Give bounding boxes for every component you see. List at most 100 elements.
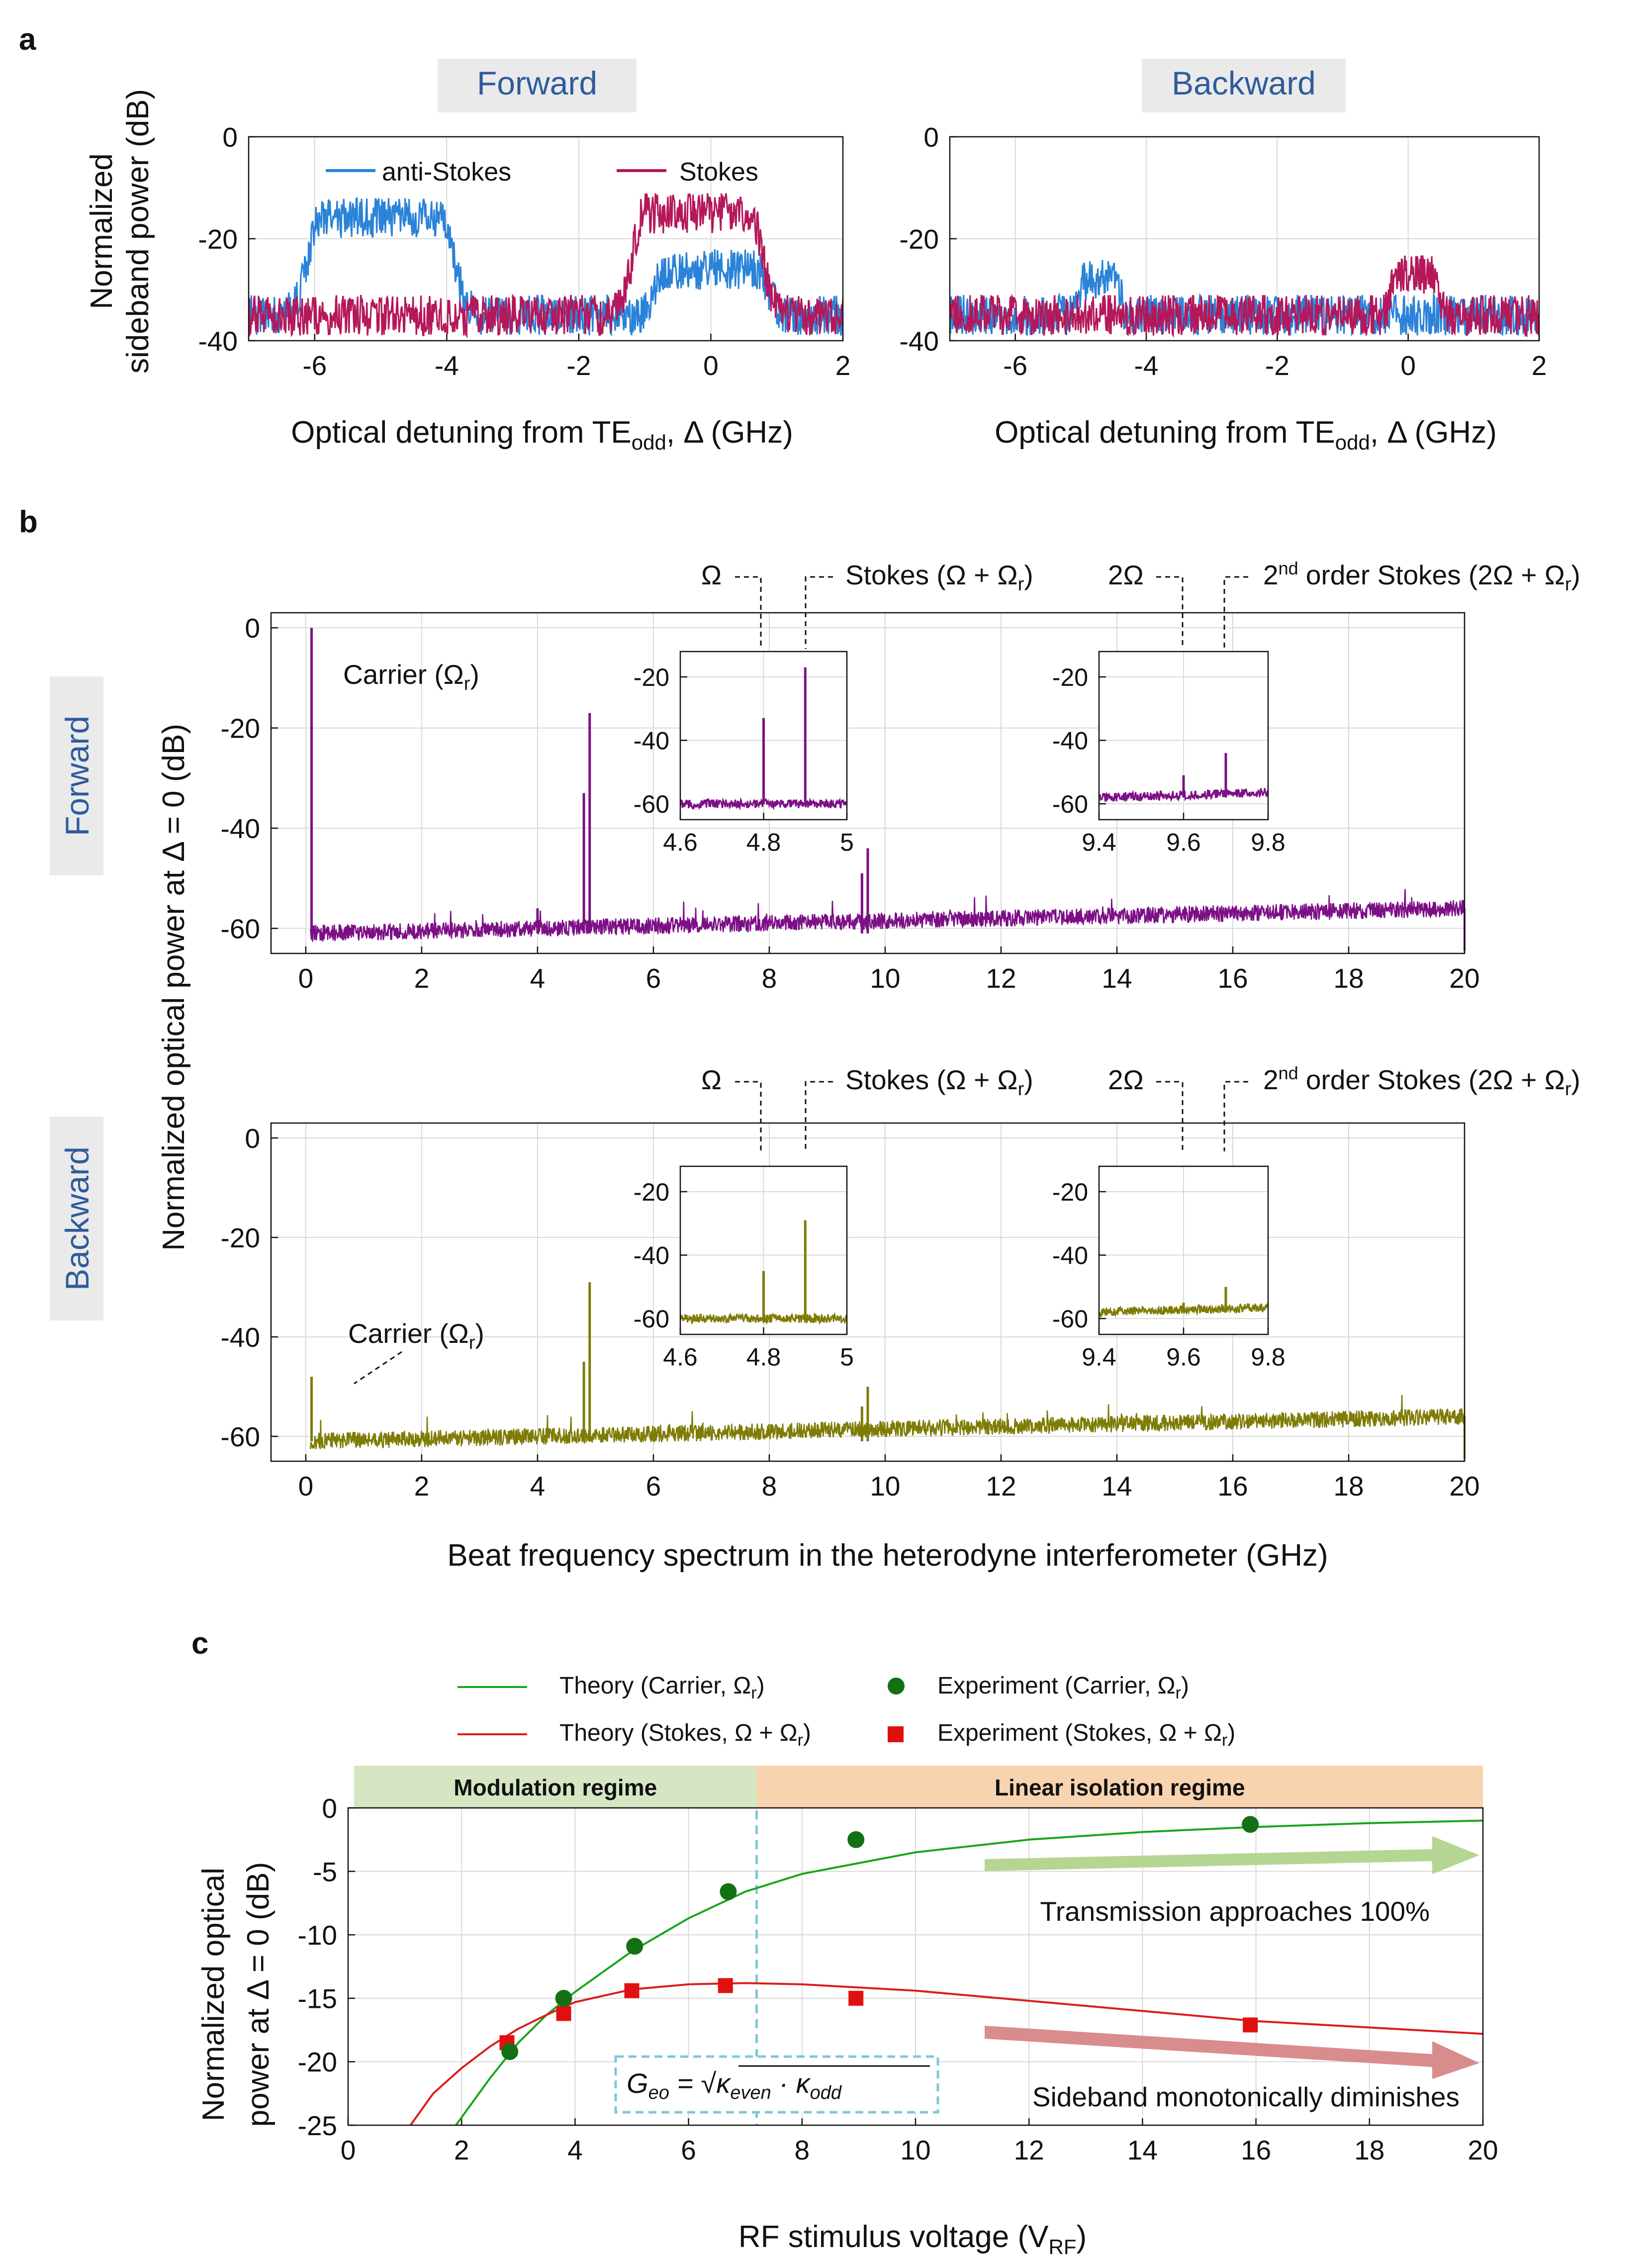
y-tick-label: -40: [634, 1242, 669, 1270]
x-tick-label: 10: [870, 1471, 900, 1502]
y-tick-label: -40: [1052, 1242, 1088, 1270]
axes-frame: [270, 1122, 1466, 1462]
regime-modulation-label: Modulation regime: [454, 1775, 657, 1800]
y-tick-label: -20: [221, 1223, 261, 1253]
regime-linear-label: Linear isolation regime: [995, 1775, 1245, 1800]
y-tick-label: 0: [923, 122, 939, 153]
trace-stokes: [249, 193, 843, 339]
panel-a-letter: a: [19, 22, 36, 57]
x-tick-label: 9.8: [1251, 1343, 1285, 1371]
backward-stokes-label: Stokes (Ω + Ωr): [845, 1064, 1033, 1100]
y-tick-label: -60: [1052, 1305, 1088, 1333]
exp-carrier-point: [720, 1883, 737, 1900]
axes-frame: [949, 136, 1540, 342]
panel-a-backward-xlabel: Optical detuning from TEodd, Δ (GHz): [995, 415, 1497, 454]
panel-a-forward-xlabel: Optical detuning from TEodd, Δ (GHz): [291, 415, 793, 454]
inset-trace: [680, 1312, 847, 1325]
x-tick-label: 12: [986, 1471, 1016, 1502]
legend-theory-stokes-label: Theory (Stokes, Ω + Ωr): [559, 1720, 811, 1750]
axes-frame: [270, 612, 1466, 954]
x-tick-label: 9.8: [1251, 829, 1285, 856]
x-tick-label: -4: [1134, 350, 1159, 381]
y-tick-label: -20: [298, 2047, 338, 2077]
y-tick-label: -40: [221, 813, 261, 844]
y-tick-label: -20: [634, 663, 669, 691]
backward-stokes-leader: [805, 1081, 833, 1151]
panel-b-forward-tag: Forward: [50, 676, 103, 875]
forward-2omega-label: 2Ω: [1108, 560, 1144, 590]
x-tick-label: 5: [840, 1343, 854, 1371]
x-tick-label: 5: [840, 829, 854, 856]
panel-b-backward-plot: 0 2 4 6 8 10 12 14 16 18 20 0 -20 -40 -60 4.6 4.8 5 -20 -40…: [221, 1122, 1480, 1502]
panel-a-forward-tag: Forward: [438, 59, 637, 112]
panel-b-backward-annotations: Ω Stokes (Ω + Ωr) 2Ω 2nd order Stokes (2…: [348, 1063, 1580, 1385]
exp-carrier-point: [555, 1989, 572, 2007]
x-tick-label: 20: [1468, 2135, 1498, 2165]
panel-b-xlabel: Beat frequency spectrum in the heterodyn…: [447, 1538, 1328, 1573]
y-tick-label: 0: [222, 122, 238, 153]
panel-b-backward-tag-text: Backward: [59, 1146, 95, 1291]
spectrum-trace: [309, 889, 1465, 942]
exp-stokes-point: [624, 1983, 640, 1998]
x-tick-label: 16: [1217, 963, 1248, 994]
x-tick-label: 4: [530, 1471, 546, 1502]
backward-2omega-leader: [1156, 1081, 1184, 1151]
x-tick-label: 16: [1241, 2135, 1271, 2165]
y-tick-label: -40: [900, 326, 939, 357]
y-tick-label: -20: [198, 224, 238, 255]
y-tick-label: -10: [298, 1920, 338, 1951]
exp-carrier-point: [847, 1831, 865, 1848]
forward-stokes-leader: [805, 576, 833, 649]
x-tick-label: 12: [1014, 2135, 1044, 2165]
x-tick-label: 9.4: [1082, 829, 1116, 856]
panel-b-forward-tag-text: Forward: [59, 716, 95, 836]
exp-stokes-point: [1243, 2017, 1258, 2033]
panel-c-xlabel: RF stimulus voltage (VRF): [738, 2220, 1087, 2259]
x-tick-label: 9.6: [1166, 829, 1201, 856]
x-tick-label: 6: [681, 2135, 696, 2165]
x-tick-label: 0: [703, 350, 719, 381]
backward-omega-leader: [735, 1081, 762, 1151]
x-tick-label: 20: [1449, 963, 1479, 994]
x-tick-label: 14: [1101, 1471, 1132, 1502]
y-tick-label: -20: [221, 713, 261, 744]
y-tick-label: -25: [298, 2110, 338, 2141]
x-tick-label: 10: [870, 963, 900, 994]
backward-carrier-label: Carrier (Ωr): [348, 1318, 484, 1353]
panel-a-legend: anti-Stokes Stokes: [326, 158, 758, 187]
theory-carrier-curve: [455, 1819, 1483, 2125]
panel-b-backward-tag: Backward: [50, 1117, 103, 1320]
x-tick-label: -2: [1265, 350, 1289, 381]
forward-carrier-label: Carrier (Ωr): [343, 659, 479, 694]
y-tick-label: 0: [245, 613, 260, 644]
x-tick-label: 6: [646, 1471, 661, 1502]
y-tick-label: -60: [1052, 790, 1088, 818]
y-tick-label: 0: [245, 1123, 260, 1154]
inset-plot: 9.4 9.6 9.8 -20 -40 -60: [1052, 1165, 1285, 1371]
panel-a-backward-plot: -6 -4 -2 0 20-20-40: [900, 122, 1547, 381]
trace-stokes: [950, 255, 1539, 338]
arrow-lower: [985, 2026, 1479, 2079]
legend-stokes-label: Stokes: [679, 158, 758, 187]
backward-second-order-label: 2nd order Stokes (2Ω + Ωr): [1263, 1063, 1580, 1100]
y-tick-label: -40: [221, 1322, 261, 1353]
x-tick-label: 4: [530, 963, 546, 994]
forward-omega-label: Ω: [701, 560, 722, 590]
legend-anti-stokes-label: anti-Stokes: [382, 158, 511, 187]
y-tick-label: -20: [1052, 663, 1088, 691]
trend-arrows: [985, 1836, 1479, 2079]
x-tick-label: 4.6: [663, 1343, 698, 1371]
panel-a-forward-tag-text: Forward: [477, 65, 597, 101]
x-tick-label: 8: [762, 1471, 777, 1502]
backward-omega-label: Ω: [701, 1064, 722, 1095]
x-tick-label: 4.8: [746, 1343, 781, 1371]
forward-stokes-label: Stokes (Ω + Ωr): [845, 560, 1033, 595]
inset-plot: 4.6 4.8 5 -20 -40 -60: [634, 651, 854, 856]
x-tick-label: 2: [1532, 350, 1547, 381]
x-tick-label: 10: [900, 2135, 930, 2165]
y-tick-label: -60: [634, 790, 669, 818]
backward-carrier-leader: [354, 1351, 402, 1385]
theory-stokes-curve: [409, 1982, 1483, 2125]
panel-c-letter: c: [191, 1626, 208, 1661]
x-tick-label: 4.8: [746, 829, 781, 856]
